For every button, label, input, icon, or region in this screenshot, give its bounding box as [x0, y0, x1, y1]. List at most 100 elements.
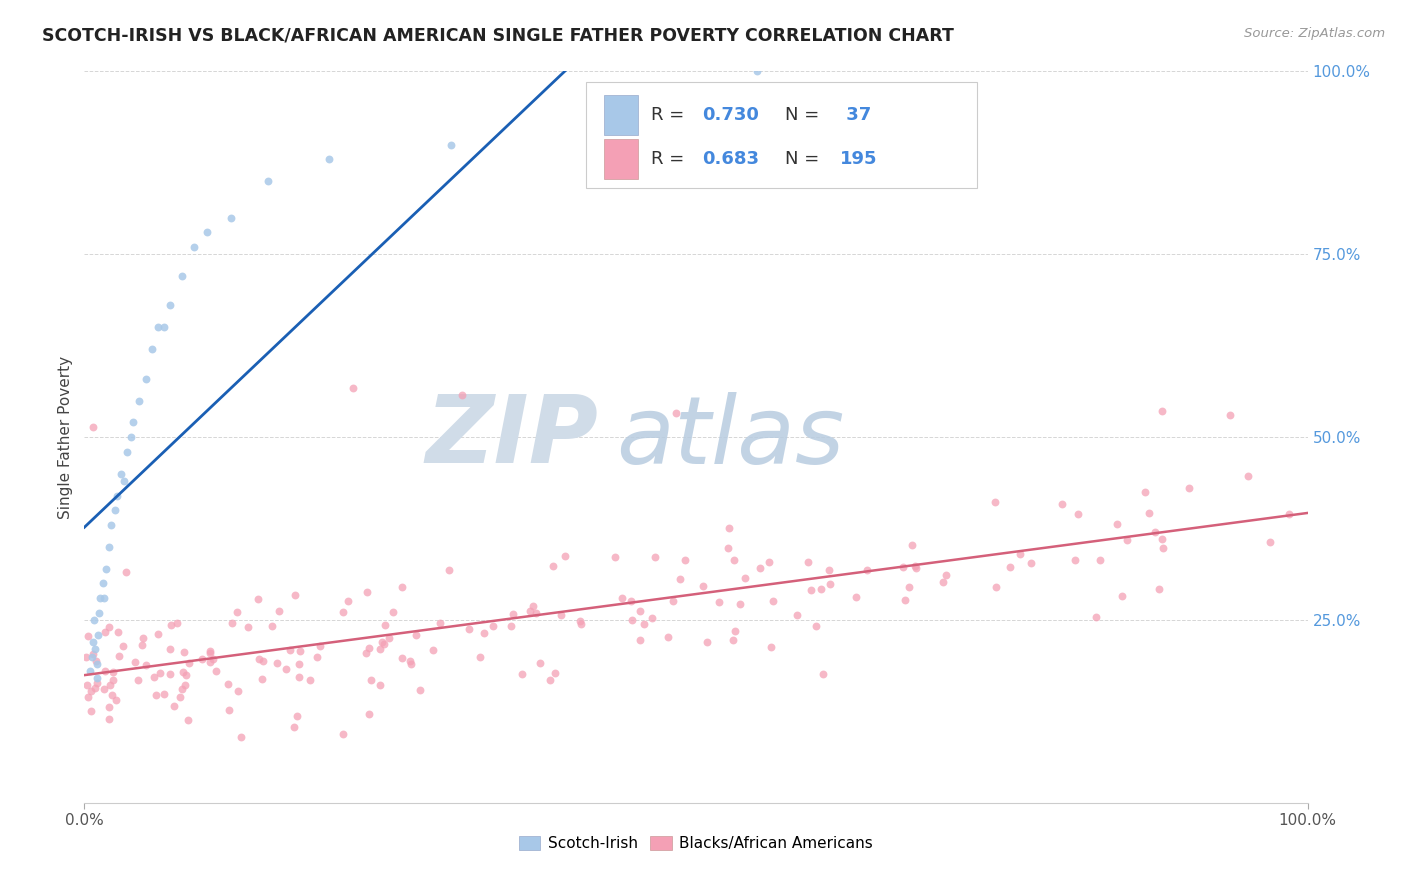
Point [401, 657, 423, 672]
Point [1144, 524, 1167, 539]
Text: 0.730: 0.730 [702, 106, 759, 124]
Legend: Scotch-Irish, Blacks/African Americans: Scotch-Irish, Blacks/African Americans [513, 830, 879, 857]
Point [97, 620, 120, 634]
Point [84, 642, 107, 657]
Point [77, 690, 100, 704]
Point [502, 607, 524, 622]
Point [1137, 507, 1160, 521]
Point [135, 371, 157, 385]
Point [810, 582, 832, 596]
Point [1115, 533, 1137, 547]
Point [357, 706, 380, 721]
Point [146, 320, 169, 334]
Point [359, 641, 381, 656]
Text: ZIP: ZIP [425, 391, 598, 483]
Point [370, 641, 392, 656]
Point [91, 576, 114, 591]
Point [734, 571, 756, 585]
Point [644, 550, 666, 565]
Point [641, 611, 664, 625]
Point [173, 678, 195, 692]
Point [89, 591, 111, 605]
Point [457, 622, 479, 636]
FancyBboxPatch shape [586, 82, 977, 188]
Point [332, 605, 354, 619]
Point [97, 540, 120, 554]
Point [786, 607, 808, 622]
Text: SCOTCH-IRISH VS BLACK/AFRICAN AMERICAN SINGLE FATHER POVERTY CORRELATION CHART: SCOTCH-IRISH VS BLACK/AFRICAN AMERICAN S… [42, 27, 955, 45]
Point [799, 582, 821, 597]
Point [269, 604, 291, 618]
Point [519, 604, 541, 618]
Point [1258, 535, 1281, 549]
Point [661, 87, 683, 101]
Point [633, 617, 655, 632]
Point [1050, 497, 1073, 511]
Point [122, 416, 145, 430]
Point [749, 560, 772, 574]
Point [115, 444, 138, 458]
Point [149, 665, 172, 680]
Point [247, 591, 270, 606]
Point [661, 594, 683, 608]
Point [190, 652, 212, 666]
Point [169, 690, 191, 704]
Text: Source: ZipAtlas.com: Source: ZipAtlas.com [1244, 27, 1385, 40]
Point [159, 298, 181, 312]
Point [935, 568, 957, 582]
Point [83, 681, 105, 695]
Point [176, 668, 198, 682]
Point [932, 574, 955, 589]
Point [472, 626, 495, 640]
Point [554, 549, 576, 563]
Point [107, 648, 129, 663]
Point [257, 174, 280, 188]
Point [114, 565, 136, 579]
Point [105, 489, 128, 503]
Point [378, 632, 401, 646]
Point [817, 563, 839, 577]
Point [1149, 582, 1171, 597]
Point [87, 627, 110, 641]
Point [398, 654, 420, 668]
Point [482, 619, 505, 633]
Point [309, 639, 332, 653]
Point [135, 658, 157, 673]
Y-axis label: Single Father Poverty: Single Father Poverty [58, 356, 73, 518]
Point [405, 628, 427, 642]
Point [159, 617, 181, 632]
Point [522, 599, 544, 614]
Point [1019, 556, 1042, 570]
Point [200, 643, 222, 657]
Point [984, 580, 1007, 594]
Point [173, 645, 195, 659]
Point [112, 474, 135, 488]
Bar [605, 138, 638, 179]
Point [101, 665, 124, 679]
Point [605, 549, 627, 564]
Point [568, 614, 591, 628]
Point [198, 656, 221, 670]
Point [675, 553, 697, 567]
Point [983, 495, 1005, 509]
Text: 195: 195 [841, 150, 877, 168]
Point [612, 591, 634, 605]
Text: atlas: atlas [616, 392, 845, 483]
Point [897, 580, 920, 594]
Point [225, 605, 247, 619]
Point [696, 634, 718, 648]
Point [657, 630, 679, 644]
Point [298, 673, 321, 687]
Point [97, 700, 120, 714]
Point [127, 673, 149, 687]
Point [131, 638, 153, 652]
Point [80, 704, 103, 718]
Point [845, 590, 868, 604]
Point [217, 677, 239, 691]
Point [86, 672, 108, 686]
Point [901, 538, 924, 552]
Point [1064, 552, 1087, 566]
Point [664, 406, 686, 420]
Point [97, 712, 120, 726]
Point [283, 720, 305, 734]
